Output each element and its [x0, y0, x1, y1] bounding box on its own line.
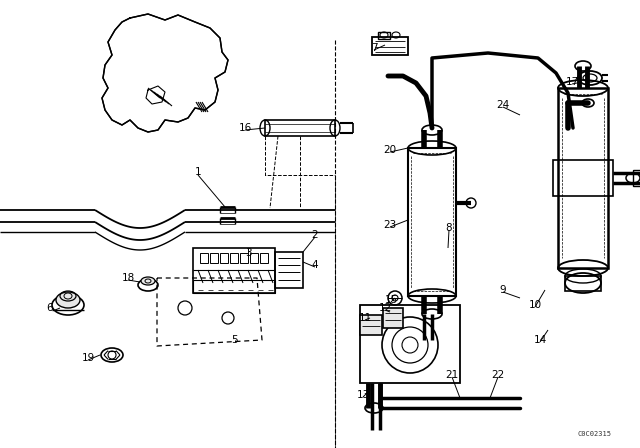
Bar [240, 253, 248, 263]
Text: 7: 7 [371, 43, 378, 53]
Bar [383, 308, 403, 328]
Bar [360, 315, 382, 335]
Bar [210, 253, 218, 263]
Text: 1: 1 [195, 167, 202, 177]
Text: 23: 23 [383, 220, 397, 230]
Text: 21: 21 [445, 370, 459, 380]
Text: 2: 2 [312, 230, 318, 240]
Text: 8: 8 [445, 223, 452, 233]
Text: 19: 19 [81, 353, 95, 363]
Bar [378, 32, 390, 39]
Text: 4: 4 [312, 260, 318, 270]
Text: 22: 22 [492, 370, 504, 380]
Bar [193, 280, 275, 293]
Bar [565, 276, 601, 291]
Bar [275, 252, 303, 288]
Bar [250, 253, 258, 263]
Bar [230, 253, 238, 263]
Text: 24: 24 [497, 100, 509, 110]
Bar [260, 253, 268, 263]
Text: 20: 20 [383, 145, 397, 155]
Text: 9: 9 [500, 285, 506, 295]
Text: 6: 6 [47, 303, 53, 313]
Bar [265, 120, 335, 136]
Bar [553, 160, 613, 196]
Bar [372, 37, 408, 55]
Bar [633, 170, 640, 186]
Bar [220, 253, 228, 263]
Text: C0C02315: C0C02315 [578, 431, 612, 437]
Bar [408, 148, 456, 296]
Text: 10: 10 [529, 300, 541, 310]
Polygon shape [102, 14, 228, 132]
Text: 11: 11 [358, 313, 372, 323]
Bar [360, 305, 460, 383]
Text: 14: 14 [533, 335, 547, 345]
Bar [200, 253, 208, 263]
Ellipse shape [141, 277, 155, 285]
Text: 15: 15 [385, 295, 397, 305]
Text: 12: 12 [378, 303, 392, 313]
Text: 3: 3 [244, 248, 252, 258]
Text: 13: 13 [356, 390, 370, 400]
Text: 16: 16 [238, 123, 252, 133]
Text: 18: 18 [122, 273, 134, 283]
Ellipse shape [56, 292, 80, 308]
Bar [558, 88, 608, 268]
Text: 17: 17 [565, 77, 579, 87]
Text: 5: 5 [232, 335, 238, 345]
Bar [193, 248, 275, 293]
